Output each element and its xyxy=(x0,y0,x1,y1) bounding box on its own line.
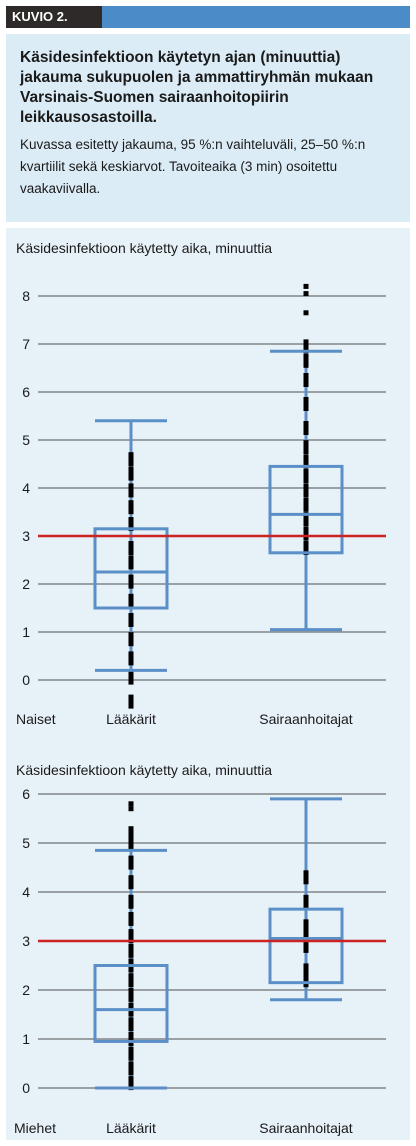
data-segment xyxy=(303,973,309,988)
figure-label: KUVIO 2. xyxy=(6,6,102,28)
y-tick-label: 2 xyxy=(22,982,30,998)
data-segment xyxy=(303,353,309,368)
y-tick-label: 0 xyxy=(22,672,30,688)
y-tick-label: 1 xyxy=(22,624,30,640)
data-segment xyxy=(303,526,309,541)
box xyxy=(93,964,169,1043)
data-segment xyxy=(128,929,134,944)
data-segment xyxy=(128,651,134,666)
category-label: Lääkärit xyxy=(106,1120,156,1136)
data-segment xyxy=(128,875,134,890)
data-segment xyxy=(128,670,134,685)
data-segment xyxy=(303,919,309,934)
data-segment xyxy=(128,1032,134,1046)
chart-background xyxy=(6,228,410,1140)
caption-title: Käsidesinfektioon käytetyn ajan (minuutt… xyxy=(20,49,374,126)
data-segment xyxy=(303,483,309,498)
y-tick-label: 8 xyxy=(22,288,30,304)
data-segment xyxy=(128,452,134,467)
figure-header-bar xyxy=(6,6,410,28)
chart-title: Käsidesinfektioon käytetty aika, minuutt… xyxy=(16,762,272,778)
y-tick-label: 7 xyxy=(22,336,30,352)
y-tick-label: 6 xyxy=(22,384,30,400)
y-tick-label: 6 xyxy=(22,786,30,802)
data-segment xyxy=(128,483,134,498)
y-tick-label: 4 xyxy=(22,480,30,496)
data-segment xyxy=(303,497,309,512)
data-segment xyxy=(303,373,309,387)
box xyxy=(93,527,169,610)
category-label: Lääkärit xyxy=(106,711,156,727)
data-segment xyxy=(128,541,134,555)
y-tick-label: 3 xyxy=(22,528,30,544)
data-segment xyxy=(128,826,134,841)
data-segment xyxy=(128,911,134,926)
data-segment xyxy=(128,894,134,909)
caption-box: Käsidesinfektioon käytetyn ajan (minuutt… xyxy=(6,34,410,222)
y-tick-label: 2 xyxy=(22,576,30,592)
data-segment xyxy=(303,929,309,944)
category-label: Sairaanhoitajat xyxy=(259,1120,353,1136)
data-segment xyxy=(303,397,309,411)
data-segment xyxy=(128,855,134,870)
group-label: Miehet xyxy=(14,1120,56,1136)
y-tick-label: 0 xyxy=(22,1080,30,1096)
data-segment xyxy=(128,1017,134,1032)
data-segment xyxy=(303,963,309,978)
data-segment xyxy=(303,469,309,483)
box xyxy=(268,907,344,985)
category-label: Sairaanhoitajat xyxy=(259,711,353,727)
data-segment xyxy=(128,500,134,515)
outlier-point xyxy=(303,291,309,297)
data-segment xyxy=(303,541,309,555)
data-segment xyxy=(128,555,134,570)
data-segment xyxy=(303,421,309,435)
data-segment xyxy=(128,987,134,1002)
data-segment xyxy=(303,339,309,354)
outlier-point xyxy=(128,806,134,812)
data-segment xyxy=(128,973,134,988)
outlier-point xyxy=(303,283,309,289)
data-segment xyxy=(128,632,134,647)
y-tick-label: 5 xyxy=(22,835,30,851)
y-tick-label: 4 xyxy=(22,884,30,900)
y-tick-label: 5 xyxy=(22,432,30,448)
data-segment xyxy=(128,1046,134,1061)
data-segment xyxy=(128,1076,134,1091)
data-segment xyxy=(128,517,134,531)
box xyxy=(268,464,344,555)
data-segment xyxy=(303,870,309,885)
data-segment xyxy=(303,512,309,527)
group-label: Naiset xyxy=(16,711,56,727)
data-segment xyxy=(303,938,309,953)
outlier-point xyxy=(303,310,309,316)
data-segment xyxy=(128,613,134,627)
data-segment xyxy=(128,574,134,589)
chart-title: Käsidesinfektioon käytetty aika, minuutt… xyxy=(16,240,272,256)
outlier-point xyxy=(128,801,134,807)
y-tick-label: 1 xyxy=(22,1031,30,1047)
data-segment xyxy=(128,943,134,958)
data-segment xyxy=(128,836,134,850)
data-segment xyxy=(128,694,134,709)
data-segment xyxy=(303,894,309,909)
y-tick-label: 3 xyxy=(22,933,30,949)
data-segment xyxy=(303,440,309,455)
caption-description: Kuvassa esitetty jakauma, 95 %:n vaihtel… xyxy=(20,137,366,196)
data-segment xyxy=(128,1061,134,1076)
data-segment xyxy=(128,593,134,608)
data-segment xyxy=(128,466,134,481)
data-segment xyxy=(303,454,309,469)
